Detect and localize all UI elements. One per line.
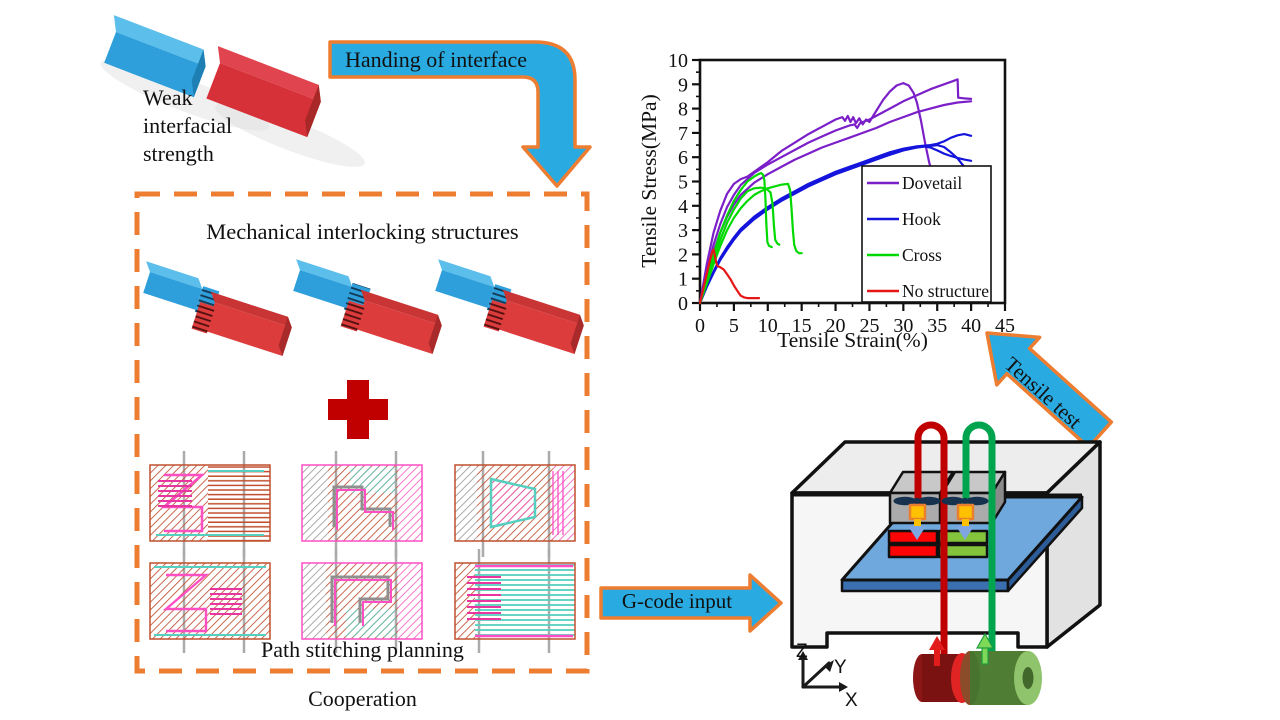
gcode-input-arrow — [599, 573, 783, 633]
x-tick-label: 15 — [792, 315, 812, 337]
red-filament-tube — [914, 421, 948, 660]
tensile-test-chart: 0 5 10 15 20 25 30 35 40 45012345678910DovetailHo… — [640, 50, 1015, 352]
y-tick-label: 2 — [678, 244, 688, 266]
x-tick-label: 25 — [859, 315, 879, 337]
interlocking-structure-cross — [435, 259, 584, 355]
curve-no-structure — [698, 248, 761, 305]
y-arrowhead — [824, 660, 834, 672]
xyz-axes-icon: Z Y X — [796, 641, 858, 711]
bed-front-edge — [840, 578, 1010, 593]
x-tick-label: 40 — [961, 315, 981, 337]
legend-entry-label: Dovetail — [902, 173, 962, 193]
x-axis-title: Tensile Strain(%) — [777, 328, 928, 352]
curve-dovetail — [698, 81, 933, 305]
x-arrowhead — [839, 682, 848, 692]
plot-frame — [698, 58, 1007, 305]
y-tick-label: 1 — [678, 269, 688, 291]
red-spool — [913, 653, 973, 703]
filament-spools — [913, 632, 1042, 705]
nozzle-right — [956, 503, 975, 521]
blue-block — [104, 15, 206, 98]
path-thumbnail-trapezoid-top — [454, 451, 576, 557]
z-arrowhead — [798, 651, 808, 660]
curve-cross — [698, 186, 781, 305]
y-tick-label: 5 — [678, 172, 688, 194]
curve-cross — [698, 182, 803, 305]
curve-dovetail — [698, 78, 973, 305]
curve-hook — [698, 143, 973, 305]
curve-cross — [698, 171, 773, 305]
gcode-input-label: G-code input — [621, 589, 733, 613]
y-tick-label: 10 — [668, 50, 688, 72]
legend-entry-label: Cross — [902, 245, 942, 265]
path-thumbnail-hook-bottom — [301, 549, 423, 653]
x-tick-label: 35 — [927, 315, 947, 337]
y-tick-label: 8 — [678, 99, 688, 121]
y-axis-title: Tensile Stress(MPa) — [640, 94, 661, 267]
cooperation-label: Cooperation — [308, 686, 417, 711]
block-shadow — [215, 103, 365, 167]
x-tick-label: 20 — [826, 315, 846, 337]
tensile-test-arrow — [985, 331, 1114, 450]
x-tick-label: 5 — [729, 315, 739, 337]
red-feed-arrow — [929, 636, 945, 666]
path-thumbnail-dovetail-top — [149, 451, 271, 557]
x-tick-label: 45 — [995, 315, 1015, 337]
legend-box — [861, 165, 992, 303]
plus-icon — [328, 380, 388, 439]
deposition-arrow-left — [908, 519, 926, 540]
handing-of-interface-arrow — [328, 40, 592, 188]
x-tick-label: 0 — [695, 315, 705, 337]
red-block — [206, 46, 321, 138]
printer — [790, 421, 1102, 662]
x-tick-label: 10 — [758, 315, 778, 337]
green-feed-arrow — [975, 632, 995, 665]
handing-of-interface-label: Handing of interface — [344, 47, 528, 72]
y-tick-label: 4 — [678, 196, 688, 218]
x-tick-label: 30 — [893, 315, 913, 337]
axis-x-label: X — [845, 690, 858, 711]
weak-interfacial-strength-label: Weak interfacial strength — [143, 85, 233, 167]
y-tick-label: 3 — [678, 220, 688, 242]
y-tick-label: 7 — [678, 123, 688, 145]
interlocking-structure-hook — [293, 259, 442, 355]
axis-y-label: Y — [834, 657, 847, 678]
path-stitching-planning-label: Path stitching planning — [261, 637, 464, 662]
path-thumbnail-plain-bottom — [454, 549, 576, 653]
cooperation-dashed-box — [134, 191, 590, 674]
green-filament-tube — [962, 421, 996, 662]
axis-z-label: Z — [796, 641, 808, 662]
deposition-arrow-right — [956, 519, 974, 540]
cooling-fan-icons — [893, 496, 989, 506]
legend-entry-label: Hook — [902, 209, 941, 229]
y-tick-label: 6 — [678, 147, 688, 169]
legend-entry-label: No structure — [902, 281, 989, 301]
y-tick-label: 9 — [678, 74, 688, 96]
weak-interface-blocks — [100, 15, 365, 167]
green-spool — [960, 651, 1042, 705]
mechanical-interlocking-title: Mechanical interlocking structures — [206, 219, 519, 244]
path-thumbnail-dovetail-bottom — [149, 549, 271, 653]
y-tick-label: 0 — [678, 293, 688, 315]
interlocking-structure-dovetail — [143, 261, 292, 357]
nozzle-left — [908, 503, 927, 521]
printed-green-specimen — [937, 529, 989, 559]
path-thumbnail-hook-top — [301, 451, 423, 557]
printed-red-specimen — [887, 529, 939, 559]
